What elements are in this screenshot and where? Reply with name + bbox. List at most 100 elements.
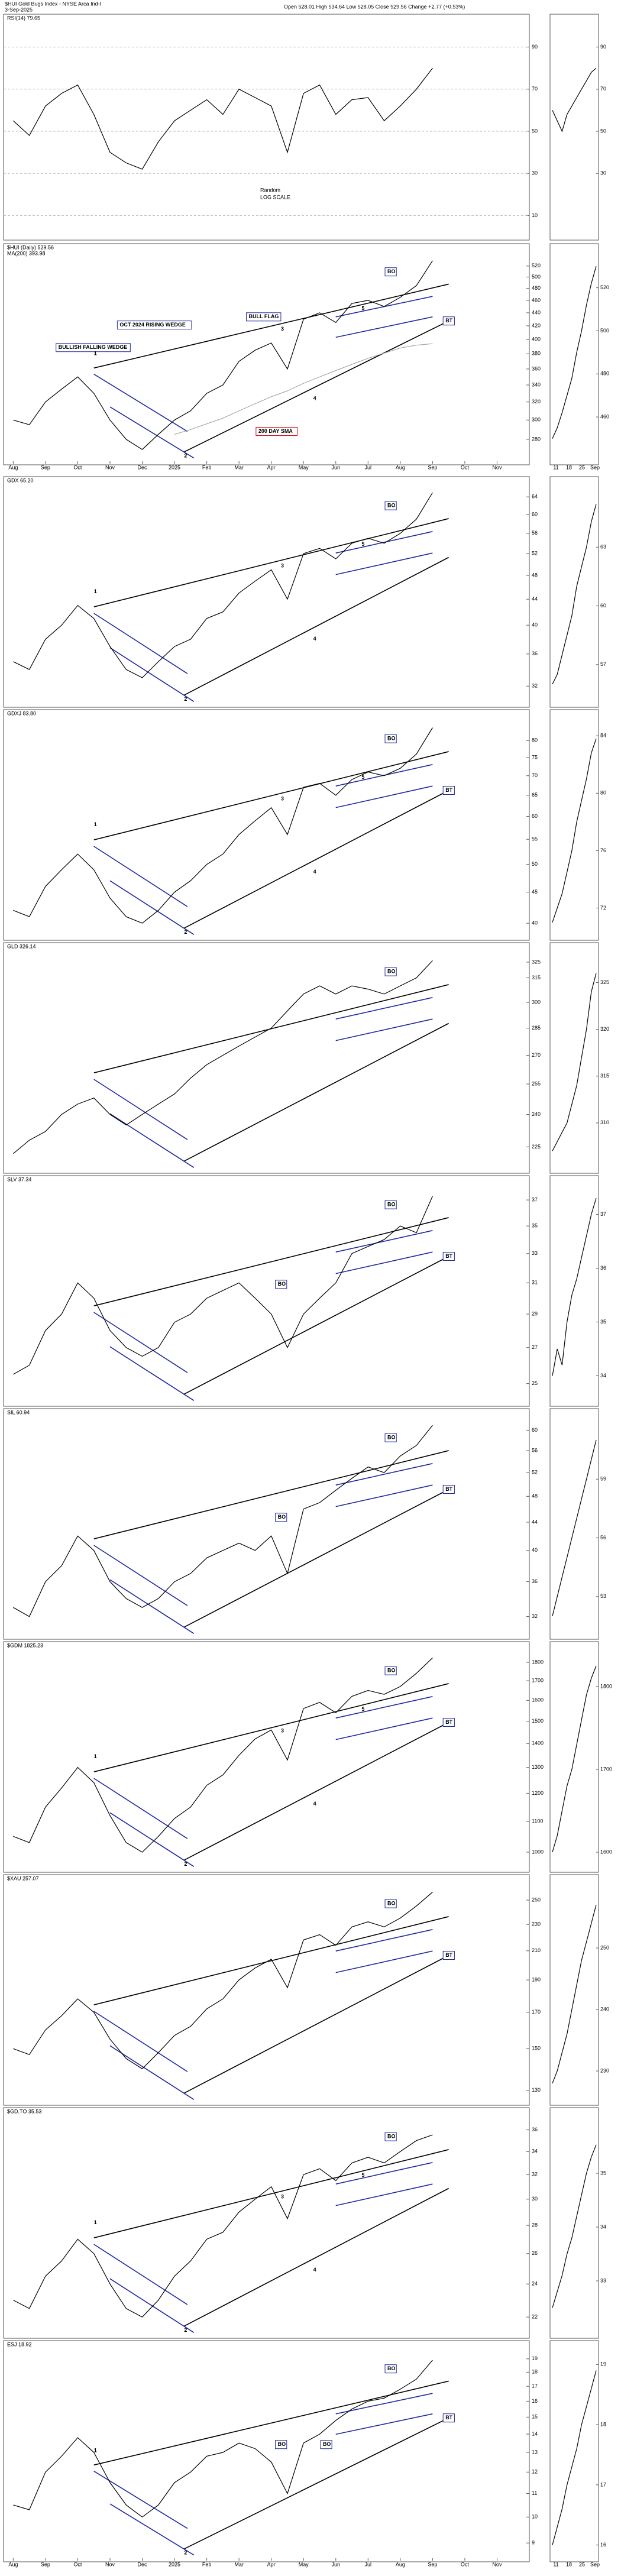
mini-frame	[549, 1175, 599, 1407]
trendline	[335, 2183, 433, 2206]
trendline	[184, 2187, 449, 2327]
annotation-box	[275, 2440, 287, 2449]
mini-tick-label: 500	[600, 328, 609, 334]
mini-tick-label: 325	[600, 979, 609, 985]
x-tick-label: Apr	[267, 464, 276, 470]
price-line	[13, 1196, 433, 1375]
x-tick-label: Mar	[234, 2561, 244, 2567]
y-tick-label: 230	[532, 1921, 541, 1927]
price-line	[174, 343, 433, 435]
annotation-box	[384, 967, 397, 976]
y-tick-label: 1400	[532, 1740, 544, 1746]
mini-tick-label: 1600	[600, 1849, 612, 1855]
trendline	[335, 1696, 433, 1719]
y-tick-label: 325	[532, 959, 541, 965]
mini-tick-label: 63	[600, 544, 606, 550]
annotation: 5	[361, 305, 364, 311]
mini-frame	[549, 1408, 599, 1640]
y-tick-label: 60	[532, 511, 538, 517]
annotation: BULL FLAG	[249, 313, 279, 319]
panel-title: GDX 65.20	[7, 477, 34, 483]
annotation-box	[246, 312, 282, 322]
y-tick-label: 25	[532, 1380, 538, 1386]
y-tick-label: 40	[532, 1547, 538, 1553]
panel-title: GDXJ 83.80	[7, 710, 36, 716]
x-tick-label: Feb	[202, 464, 212, 470]
x-tick-label: 2025	[169, 464, 180, 470]
mini-tick-label: 34	[600, 2224, 606, 2229]
trendline	[335, 1484, 433, 1507]
y-tick-label: 440	[532, 309, 541, 315]
mini-tick-label: 18	[600, 2421, 606, 2427]
annotation: 4	[313, 2267, 316, 2273]
y-tick-label: 340	[532, 381, 541, 387]
y-tick-label: 210	[532, 1947, 541, 1953]
mini-tick-label: 460	[600, 414, 609, 420]
annotation: OCT 2024 RISING WEDGE	[119, 322, 186, 328]
y-tick-label: 500	[532, 274, 541, 280]
y-tick-label: 60	[532, 813, 538, 819]
mini-tick-label: 84	[600, 733, 606, 739]
mini-line	[552, 1665, 597, 1853]
y-tick-label: 36	[532, 2127, 538, 2132]
y-tick-label: 60	[532, 1427, 538, 1433]
mini-tick-label: 70	[600, 86, 606, 92]
mini-tick-label: 1700	[600, 1766, 612, 1772]
y-tick-label: 1500	[532, 1718, 544, 1724]
trendline	[335, 1717, 433, 1740]
mini-line	[552, 67, 597, 132]
panel-frame	[3, 942, 530, 1174]
y-tick-label: 225	[532, 1144, 541, 1150]
annotation: 3	[281, 326, 284, 332]
annotation-box	[384, 1200, 397, 1209]
trendline	[93, 751, 449, 840]
panel-frame	[3, 2107, 530, 2339]
y-tick-label: 30	[532, 170, 538, 176]
annotation: BO	[387, 2365, 396, 2371]
y-tick-label: 420	[532, 322, 541, 328]
y-tick-label: 27	[532, 1344, 538, 1350]
mini-tick-label: 76	[600, 847, 606, 853]
trendline	[335, 1929, 433, 1952]
trendline	[93, 1079, 188, 1140]
price-line	[13, 2134, 433, 2318]
y-tick-label: 56	[532, 1447, 538, 1453]
annotation: 1	[94, 2219, 97, 2225]
trendline	[184, 556, 449, 696]
y-tick-label: 300	[532, 999, 541, 1005]
y-tick-label: 18	[532, 2369, 538, 2375]
y-tick-label: 1700	[532, 1678, 544, 1684]
y-tick-label: 1000	[532, 1849, 544, 1855]
annotation: 3	[281, 795, 284, 801]
x-tick-label: Jul	[365, 2561, 372, 2567]
annotation: 5	[361, 541, 364, 547]
annotation: 5	[361, 1706, 364, 1712]
mini-frame	[549, 243, 599, 465]
y-tick-label: 22	[532, 2313, 538, 2319]
trendline	[335, 1950, 433, 1973]
y-tick-label: 50	[532, 128, 538, 134]
y-tick-label: 1300	[532, 1764, 544, 1770]
panel-frame	[3, 1175, 530, 1407]
mini-x-label: 25	[579, 2561, 585, 2567]
y-tick-label: 190	[532, 1976, 541, 1982]
y-tick-label: 30	[532, 2196, 538, 2202]
mini-line	[552, 1439, 597, 1617]
panel-title: $XAU 257.07	[7, 1875, 39, 1881]
y-tick-label: 255	[532, 1080, 541, 1086]
mini-tick-label: 250	[600, 1944, 609, 1950]
y-tick-label: 170	[532, 2009, 541, 2015]
y-tick-label: 45	[532, 889, 538, 895]
y-tick-label: 150	[532, 2046, 541, 2051]
y-tick-label: 31	[532, 1280, 538, 1286]
annotation: BO	[387, 735, 396, 741]
y-tick-label: 36	[532, 651, 538, 656]
trendline	[109, 2278, 195, 2334]
annotation: 2	[184, 452, 187, 458]
y-tick-label: 26	[532, 2250, 538, 2256]
y-tick-label: 90	[532, 44, 538, 50]
mini-tick-label: 520	[600, 284, 609, 290]
mini-tick-label: 19	[600, 2361, 606, 2367]
mini-tick-label: 17	[600, 2481, 606, 2487]
